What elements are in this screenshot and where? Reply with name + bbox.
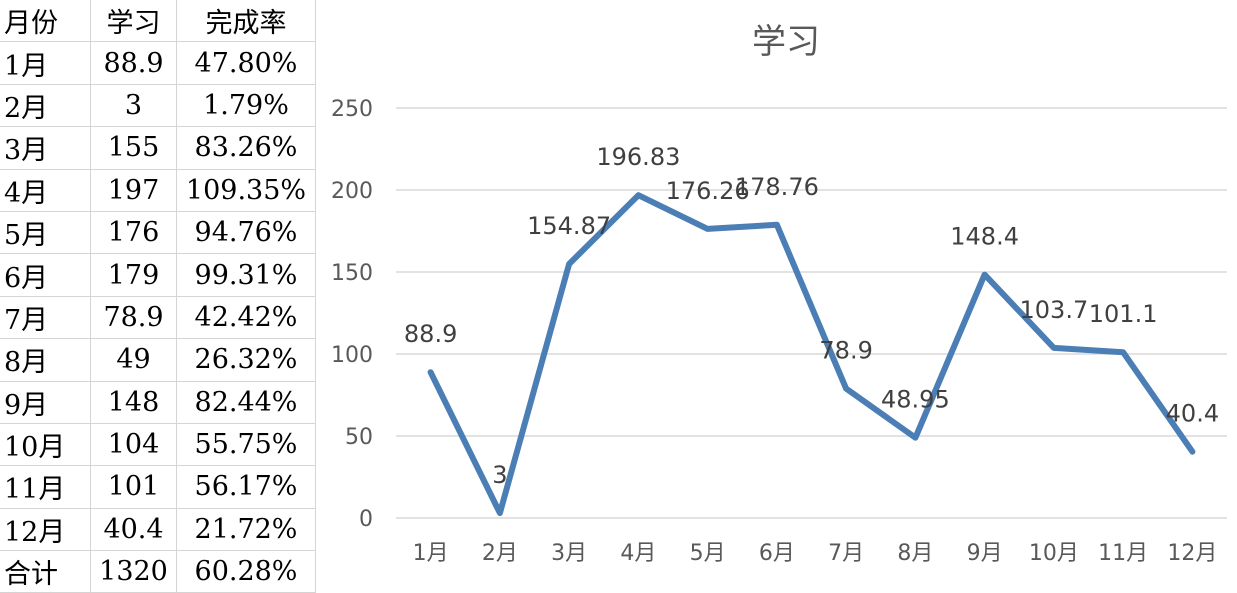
y-tick-label: 250 xyxy=(331,97,373,122)
table-cell: 6月 xyxy=(0,253,91,297)
table-row: 2月 3 1.79% xyxy=(0,83,316,128)
x-axis-ticks: 1月 2月 3月 4月 5月 6月 7月 8月 9月 10月 11月 12月 xyxy=(413,541,1218,566)
x-tick-label: 3月 xyxy=(551,541,587,566)
data-label: 196.83 xyxy=(596,143,680,171)
x-tick-label: 1月 xyxy=(413,541,449,566)
table-cell: 179 xyxy=(90,253,177,297)
x-tick-label: 6月 xyxy=(759,541,795,566)
table-cell: 101 xyxy=(90,465,177,509)
table-row: 10月 104 55.75% xyxy=(0,422,316,467)
y-tick-label: 50 xyxy=(345,425,373,450)
data-label: 176.26 xyxy=(666,177,750,205)
table-header-row: 月份 学习 完成率 xyxy=(0,0,316,43)
table-cell: 47.80% xyxy=(176,41,316,85)
table-cell: 9月 xyxy=(0,380,91,424)
series-line xyxy=(427,192,1196,517)
table-row: 1月 88.9 47.80% xyxy=(0,41,316,85)
x-tick-label: 11月 xyxy=(1098,541,1148,566)
table-cell: 1.79% xyxy=(176,83,316,128)
table-cell: 109.35% xyxy=(176,168,316,212)
data-label: 103.7 xyxy=(1020,296,1089,324)
x-tick-label: 10月 xyxy=(1029,541,1079,566)
table-header-cell: 完成率 xyxy=(176,0,316,43)
y-axis-ticks: 0 50 100 150 200 250 xyxy=(331,97,373,532)
table-cell: 55.75% xyxy=(176,422,316,467)
table-cell: 1月 xyxy=(0,41,91,85)
table-cell: 88.9 xyxy=(90,41,177,85)
table-row: 5月 176 94.76% xyxy=(0,210,316,255)
data-label: 148.4 xyxy=(950,223,1019,251)
data-label: 154.87 xyxy=(527,212,611,240)
data-table: 月份 学习 完成率 1月 88.9 47.80% 2月 3 1.79% 3月 155 83.26% 4月… xyxy=(0,0,316,593)
table-row: 9月 148 82.44% xyxy=(0,380,316,424)
table-cell: 99.31% xyxy=(176,253,316,297)
data-label: 40.4 xyxy=(1166,400,1219,428)
x-tick-label: 9月 xyxy=(967,541,1003,566)
table-cell: 8月 xyxy=(0,338,91,382)
x-tick-label: 7月 xyxy=(828,541,864,566)
table-row: 6月 179 99.31% xyxy=(0,253,316,297)
chart-title: 学习 xyxy=(752,22,820,62)
table-cell: 12月 xyxy=(0,507,91,552)
table-cell: 148 xyxy=(90,380,177,424)
table-cell: 5月 xyxy=(0,210,91,255)
table-cell: 176 xyxy=(90,210,177,255)
table-cell: 49 xyxy=(90,338,177,382)
table-cell: 2月 xyxy=(0,83,91,128)
table-cell: 78.9 xyxy=(90,295,177,340)
table-cell: 26.32% xyxy=(176,338,316,382)
table-row: 8月 49 26.32% xyxy=(0,338,316,382)
data-label: 178.76 xyxy=(735,173,819,201)
y-tick-label: 150 xyxy=(331,261,373,286)
table-header-cell: 月份 xyxy=(0,0,91,43)
table-cell: 40.4 xyxy=(90,507,177,552)
gridlines xyxy=(396,107,1227,519)
table-cell: 197 xyxy=(90,168,177,212)
table-cell: 4月 xyxy=(0,168,91,212)
table-row: 7月 78.9 42.42% xyxy=(0,295,316,340)
table-cell: 7月 xyxy=(0,295,91,340)
table-cell: 94.76% xyxy=(176,210,316,255)
y-tick-label: 100 xyxy=(331,343,373,368)
x-tick-label: 5月 xyxy=(690,541,726,566)
table-cell: 3 xyxy=(90,83,177,128)
data-label: 101.1 xyxy=(1089,300,1158,328)
x-tick-label: 4月 xyxy=(620,541,656,566)
table-header-cell: 学习 xyxy=(90,0,177,43)
table-cell: 3月 xyxy=(0,126,91,170)
data-label: 88.9 xyxy=(404,320,457,348)
table-row: 4月 197 109.35% xyxy=(0,168,316,212)
table-cell: 42.42% xyxy=(176,295,316,340)
y-tick-label: 0 xyxy=(359,507,373,532)
data-label: 3 xyxy=(492,461,507,489)
table-cell: 82.44% xyxy=(176,380,316,424)
x-tick-label: 8月 xyxy=(897,541,933,566)
table-row: 3月 155 83.26% xyxy=(0,126,316,170)
data-label: 48.95 xyxy=(881,386,950,414)
y-tick-label: 200 xyxy=(331,179,373,204)
series-line-path xyxy=(427,192,1196,517)
x-tick-label: 2月 xyxy=(482,541,518,566)
table-cell: 11月 xyxy=(0,465,91,509)
x-tick-label: 12月 xyxy=(1167,541,1217,566)
table-cell: 83.26% xyxy=(176,126,316,170)
table-cell: 104 xyxy=(90,422,177,467)
data-label: 78.9 xyxy=(819,337,872,365)
